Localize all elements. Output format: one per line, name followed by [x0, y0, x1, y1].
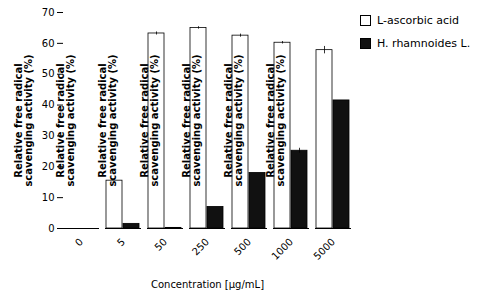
html-text:H. rhamnoides L.: H. rhamnoides L.	[377, 37, 471, 50]
svg-text:Relative free radicalscavengin: Relative free radicalscavenging activity…	[223, 54, 244, 186]
svg-text:60: 60	[42, 38, 55, 49]
svg-text:Relative free radicalscavengin: Relative free radicalscavenging activity…	[139, 54, 160, 186]
svg-text:Relative free radicalscavengin: Relative free radicalscavenging activity…	[97, 54, 118, 186]
svg-text:50: 50	[42, 68, 55, 79]
svg-text:0: 0	[73, 236, 85, 248]
html-text:L-ascorbic acid: L-ascorbic acid	[377, 14, 460, 27]
svg-text:0: 0	[48, 223, 54, 234]
svg-text:5: 5	[115, 236, 127, 248]
svg-text:Relative free radicalscavengin: Relative free radicalscavenging activity…	[265, 54, 286, 186]
svg-text:Relative free radicalscavengin: Relative free radicalscavenging activity…	[181, 54, 202, 186]
svg-text:70: 70	[42, 7, 55, 18]
svg-text:250: 250	[190, 236, 211, 257]
svg-text:40: 40	[42, 99, 55, 110]
svg-text:50: 50	[152, 236, 169, 253]
svg-text:1000: 1000	[269, 236, 295, 262]
svg-text:500: 500	[232, 236, 253, 257]
svg-text:30: 30	[42, 130, 55, 141]
svg-text:Concentration [µg/mL]: Concentration [µg/mL]	[151, 279, 264, 290]
svg-text:Relative free radicalscavengin: Relative free radicalscavenging activity…	[13, 54, 34, 186]
svg-text:Relative free radicalscavengin: Relative free radicalscavenging activity…	[55, 54, 76, 186]
svg-text:5000: 5000	[311, 236, 337, 262]
svg-text:20: 20	[42, 161, 55, 172]
svg-text:10: 10	[42, 192, 55, 203]
